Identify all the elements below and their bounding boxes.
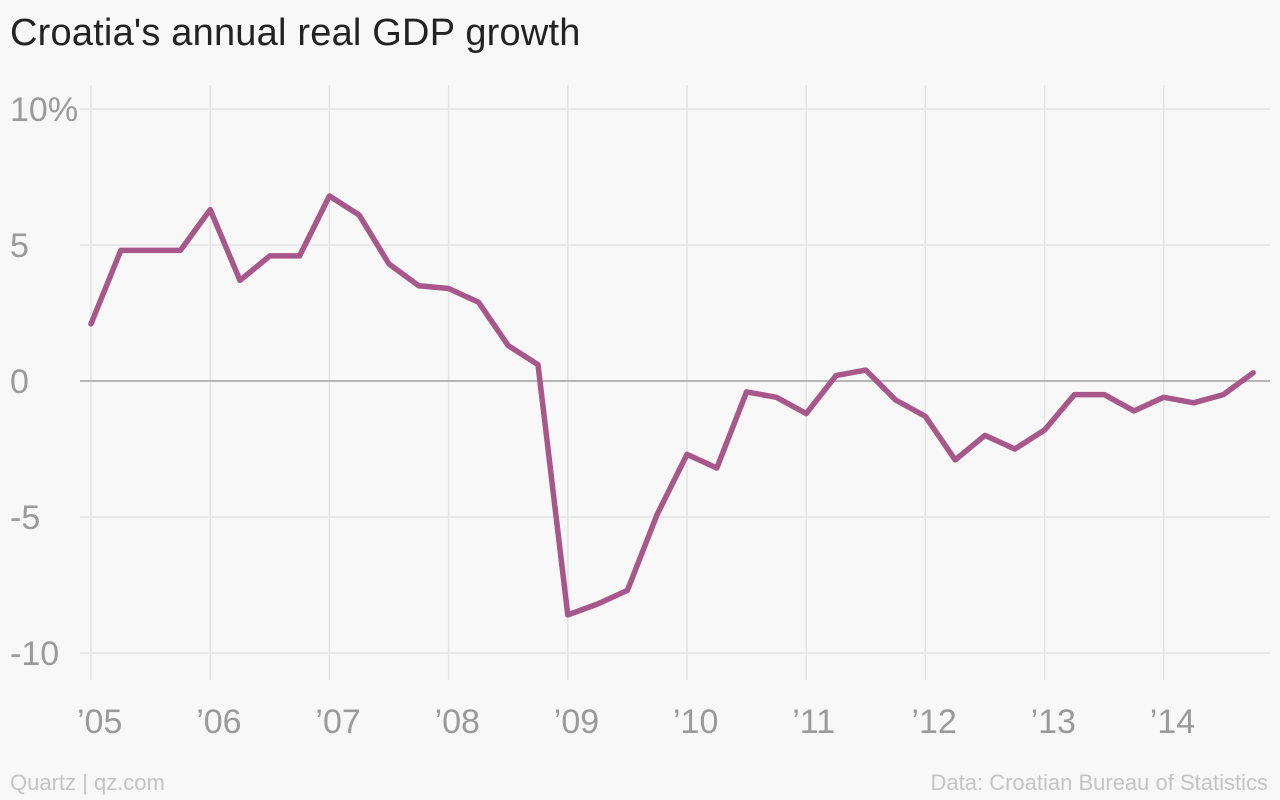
x-tick-label: ’11 [792,703,835,741]
x-tick-label: ’08 [435,703,480,741]
y-gridlines [80,108,1270,654]
y-tick-label: 10% [10,91,78,129]
series-line [88,193,1256,618]
y-tick-label: -5 [10,499,40,537]
x-tick-label: ’07 [315,703,360,741]
x-tick-label: ’13 [1031,703,1076,741]
chart-title: Croatia's annual real GDP growth [10,12,581,54]
x-tick-label: ’06 [196,703,241,741]
y-tick-label: 0 [10,363,29,401]
x-tick-label: ’05 [77,703,122,741]
footer-credit: Quartz | qz.com [10,770,165,795]
x-tick-label: ’12 [911,703,956,741]
series-layer [88,193,1256,618]
y-tick-label: -10 [10,635,59,673]
y-tick-labels: 10% 5 0 -5 -10 [10,91,78,673]
x-tick-labels: ’05 ’06 ’07 ’08 ’09 ’10 ’11 ’12 ’13 ’14 [77,703,1195,741]
y-tick-label: 5 [10,227,29,265]
footer-source: Data: Croatian Bureau of Statistics [930,770,1269,795]
x-gridlines [90,85,1165,680]
x-tick-label: ’09 [554,703,599,741]
x-tick-label: ’10 [673,703,718,741]
x-tick-label: ’14 [1150,703,1195,741]
